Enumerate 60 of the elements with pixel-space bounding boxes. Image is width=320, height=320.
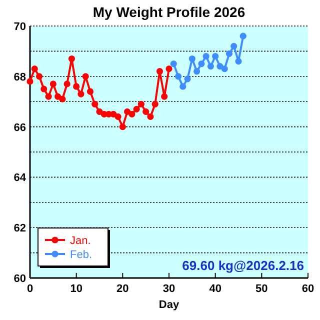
point [230, 42, 238, 50]
point [221, 66, 228, 72]
y-tick-label: 62 [14, 222, 26, 235]
point [114, 113, 122, 120]
point [174, 73, 182, 80]
point [86, 88, 94, 95]
x-tick-label: 10 [70, 283, 82, 295]
point [212, 52, 219, 60]
point [156, 68, 164, 75]
point [50, 80, 56, 88]
y-tick-label: 64 [14, 172, 27, 184]
point [92, 100, 98, 108]
point [59, 96, 66, 102]
point [124, 108, 131, 115]
x-tick-label: 30 [162, 283, 176, 295]
point [133, 106, 140, 112]
point [128, 110, 136, 118]
point [119, 124, 126, 130]
point [188, 55, 196, 62]
point [110, 110, 117, 118]
y-tick-label: 66 [14, 122, 26, 134]
point [142, 108, 150, 115]
x-tick-label: 20 [116, 283, 129, 295]
x-tick-label: 0 [26, 283, 34, 295]
point [180, 83, 186, 90]
point [36, 73, 43, 80]
point [207, 63, 214, 70]
point [64, 80, 70, 88]
point [26, 78, 34, 85]
point [198, 60, 205, 68]
chart-title: My Weight Profile 2026 [92, 4, 246, 20]
x-tick-label: 40 [209, 283, 222, 295]
point [202, 52, 210, 60]
point [82, 73, 89, 80]
point [152, 100, 158, 108]
y-tick-label: 70 [14, 21, 26, 33]
point [73, 83, 80, 90]
point [78, 90, 84, 98]
y-tick-label: 60 [14, 273, 26, 285]
y-tick-label: 68 [14, 71, 26, 84]
x-tick-label: 50 [256, 283, 268, 295]
point [240, 32, 246, 40]
point [170, 60, 177, 68]
point [166, 66, 172, 72]
point [184, 76, 191, 82]
point [226, 50, 233, 58]
point [161, 93, 168, 100]
x-axis-title: Day [158, 299, 180, 311]
legend-label: Jan. [70, 235, 91, 247]
point [235, 58, 242, 65]
annotation: 69.60 kg@2026.2.16 [182, 258, 304, 273]
point [31, 66, 38, 72]
x-tick-label: 60 [302, 283, 314, 295]
point [40, 86, 48, 92]
point [147, 113, 154, 120]
point [68, 55, 75, 62]
point [45, 93, 52, 100]
point [194, 68, 200, 75]
point [138, 100, 144, 108]
legend-label: Feb. [70, 249, 92, 261]
